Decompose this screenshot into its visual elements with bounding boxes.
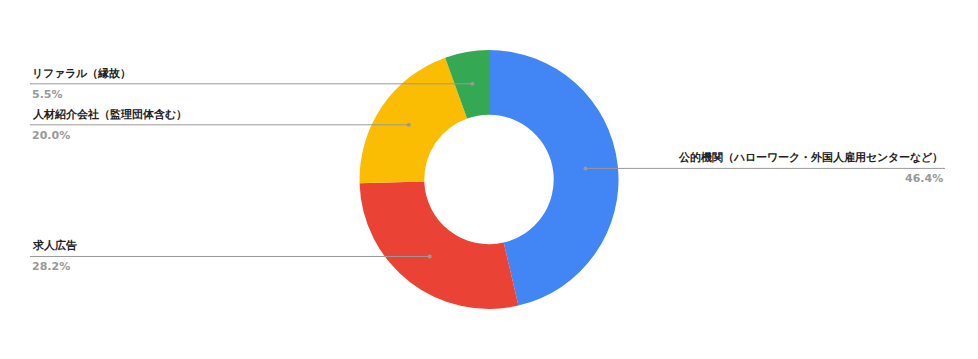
- svg-text:20.0%: 20.0%: [32, 129, 70, 142]
- svg-text:リファラル（縁故）: リファラル（縁故）: [32, 67, 131, 80]
- svg-text:46.4%: 46.4%: [905, 172, 943, 185]
- svg-text:28.2%: 28.2%: [32, 260, 70, 273]
- svg-text:人材紹介会社（監理団体含む）: 人材紹介会社（監理団体含む）: [32, 108, 187, 121]
- svg-text:5.5%: 5.5%: [32, 88, 63, 101]
- svg-text:求人広告: 求人広告: [32, 239, 77, 252]
- svg-text:公的機関（ハローワーク・外国人雇用センターなど）: 公的機関（ハローワーク・外国人雇用センターなど）: [678, 151, 943, 164]
